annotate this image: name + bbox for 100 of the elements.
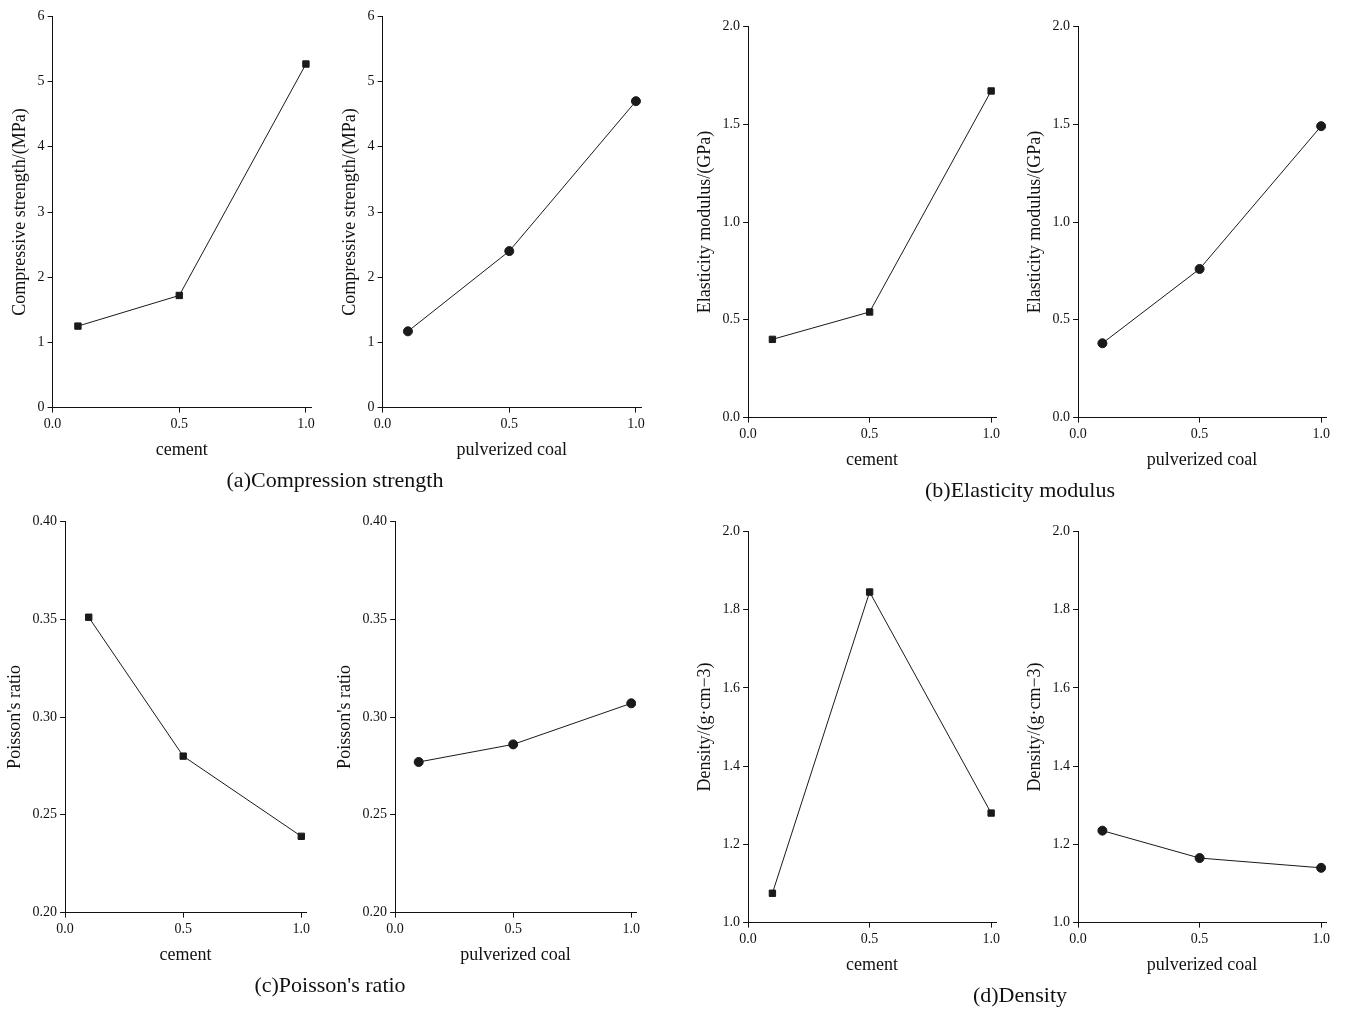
x-tick-label: 0.0 [56,920,74,936]
y-axis-title: Density/(g·cm−3) [693,662,715,792]
y-tick-label: 0.5 [1052,311,1071,327]
point [175,291,183,300]
point [302,60,310,68]
y-tick-label: 1.2 [1052,836,1071,852]
point [504,246,515,257]
x-axis-title: pulverized coal [1146,448,1258,469]
x-tick-label: 0.5 [170,415,189,431]
y-tick-label: 0.25 [32,806,58,822]
x-tick-label: 1.0 [1312,425,1330,441]
point [402,326,413,337]
point [1316,862,1326,873]
x-tick-label: 0.5 [1190,425,1209,441]
point [1097,825,1108,836]
y-tick-label: 1.5 [722,115,741,131]
x-axis-title: cement [155,438,208,459]
text: (a)Compression strength [225,467,445,493]
y-tick-label: 2 [367,268,375,284]
y-axis-title: Poisson's ratio [333,665,354,769]
x-tick-label: 1.0 [982,425,1000,441]
point [987,809,995,817]
point [179,752,187,760]
x-axis-title: cement [159,943,212,964]
y-tick-label: 5 [367,73,375,89]
y-tick-label: 3 [367,203,375,219]
point [297,832,305,840]
y-tick-label: 1.0 [1052,213,1071,229]
point [85,613,93,621]
text: (c)Poisson's ratio [253,972,407,998]
point [74,322,82,330]
y-tick-label: 2.0 [1052,18,1071,34]
y-tick-label: 0.20 [32,904,58,920]
point [865,588,874,596]
y-tick-label: 1.8 [1052,601,1071,617]
y-tick-label: 1 [367,334,375,350]
text: (b)Elasticity modulus [924,477,1116,503]
x-tick-label: 1.0 [627,415,645,431]
y-tick-label: 1.4 [1052,757,1071,773]
x-tick-label: 0.5 [174,920,192,936]
y-tick-label: 2.0 [722,18,741,34]
y-tick-label: 0.35 [32,610,58,626]
y-tick-label: 0.40 [362,513,388,529]
x-tick-label: 1.0 [297,415,315,431]
x-tick-label: 1.0 [1312,930,1330,946]
y-tick-label: 1.2 [722,836,741,852]
y-tick-label: 5 [37,73,45,89]
x-tick-label: 0.5 [504,920,522,936]
point [1194,263,1205,274]
point [626,698,636,709]
x-axis-title: cement [846,448,899,469]
y-axis-title: Compressive strength/(MPa) [8,108,30,316]
x-tick-label: 1.0 [622,920,641,936]
x-tick-label: 0.0 [386,920,404,936]
point [508,739,519,750]
y-tick-label: 1.0 [722,213,741,229]
y-axis-title: Elasticity modulus/(GPa) [693,130,715,314]
x-tick-label: 0.0 [739,425,757,441]
y-tick-label: 0.30 [362,708,388,724]
y-tick-label: 2.0 [722,523,741,539]
point [630,96,641,107]
y-tick-label: 4 [367,138,375,154]
y-tick-label: 0.5 [722,311,741,327]
y-tick-label: 2.0 [1052,523,1071,539]
x-tick-label: 1.0 [292,920,311,936]
x-tick-label: 0.5 [1190,930,1209,946]
y-tick-label: 1.8 [722,601,741,617]
x-axis-title: pulverized coal [456,438,568,459]
y-tick-label: 0 [367,399,375,415]
y-axis-title: Elasticity modulus/(GPa) [1023,130,1045,314]
x-axis-title: cement [846,953,899,974]
y-tick-label: 1.5 [1052,115,1071,131]
y-tick-label: 6 [367,8,375,24]
y-axis-title: Poisson's ratio [3,665,24,769]
y-tick-label: 1.6 [1052,679,1071,695]
y-tick-label: 3 [37,203,45,219]
x-tick-label: 1.0 [982,930,1000,946]
y-tick-label: 0.25 [362,806,388,822]
x-tick-label: 0.0 [1069,425,1087,441]
point [768,889,777,897]
y-tick-label: 0 [37,399,45,415]
point [987,87,995,95]
point [1316,121,1326,132]
x-axis-title: pulverized coal [1146,953,1258,974]
y-tick-label: 0.35 [362,610,388,626]
x-tick-label: 0.0 [739,930,757,946]
y-tick-label: 1 [37,334,45,350]
text: (d)Density [971,982,1069,1008]
x-tick-label: 0.5 [860,930,879,946]
y-axis-title: Density/(g·cm−3) [1023,662,1045,792]
y-tick-label: 0.30 [32,708,58,724]
y-tick-label: 0.20 [362,904,388,920]
point [413,756,424,767]
y-tick-label: 1.6 [722,679,741,695]
y-tick-label: 1.4 [722,757,741,773]
y-axis-title: Compressive strength/(MPa) [338,108,360,316]
x-axis-title: pulverized coal [460,943,571,964]
point [1194,853,1205,864]
point [1097,338,1108,349]
x-tick-label: 0.5 [860,425,879,441]
